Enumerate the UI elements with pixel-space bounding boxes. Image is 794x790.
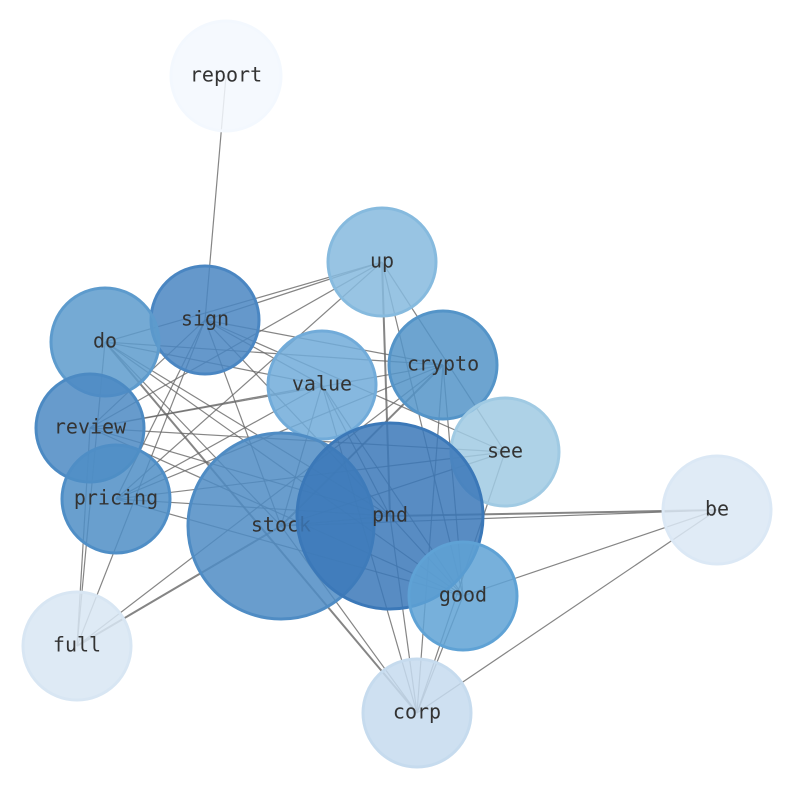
node-circle [21, 590, 133, 702]
node-circle [266, 329, 378, 441]
node-label: good [439, 583, 487, 607]
node-label: pnd [372, 503, 408, 527]
node: corp [361, 657, 473, 769]
node-label: value [292, 372, 352, 396]
node: up [326, 206, 438, 318]
node-label: do [93, 329, 117, 353]
node: pricing [60, 443, 172, 555]
node-circle [60, 443, 172, 555]
node: sign [149, 264, 261, 376]
node: full [21, 590, 133, 702]
node-label: report [190, 63, 262, 87]
node-label: sign [181, 307, 229, 331]
node-label: corp [393, 700, 441, 724]
node-circle [326, 206, 438, 318]
node-label: pricing [74, 486, 158, 510]
node-label: be [705, 497, 729, 521]
node-circle [407, 540, 519, 652]
edge [416, 509, 718, 714]
node-label: full [53, 633, 101, 657]
nodes: report up sign do crypto value review see pricin… [21, 19, 773, 769]
node: good [407, 540, 519, 652]
node-label: up [370, 249, 394, 273]
node-circle [387, 309, 499, 421]
node: see [449, 396, 561, 508]
node-label: review [54, 415, 127, 439]
node: report [169, 19, 283, 133]
node-circle [361, 657, 473, 769]
node: value [266, 329, 378, 441]
node: be [661, 454, 773, 566]
node-label: crypto [407, 352, 479, 376]
node-circle [661, 454, 773, 566]
node: do [49, 286, 161, 398]
node-circle [169, 19, 283, 133]
node-label: see [487, 439, 523, 463]
node: crypto [387, 309, 499, 421]
